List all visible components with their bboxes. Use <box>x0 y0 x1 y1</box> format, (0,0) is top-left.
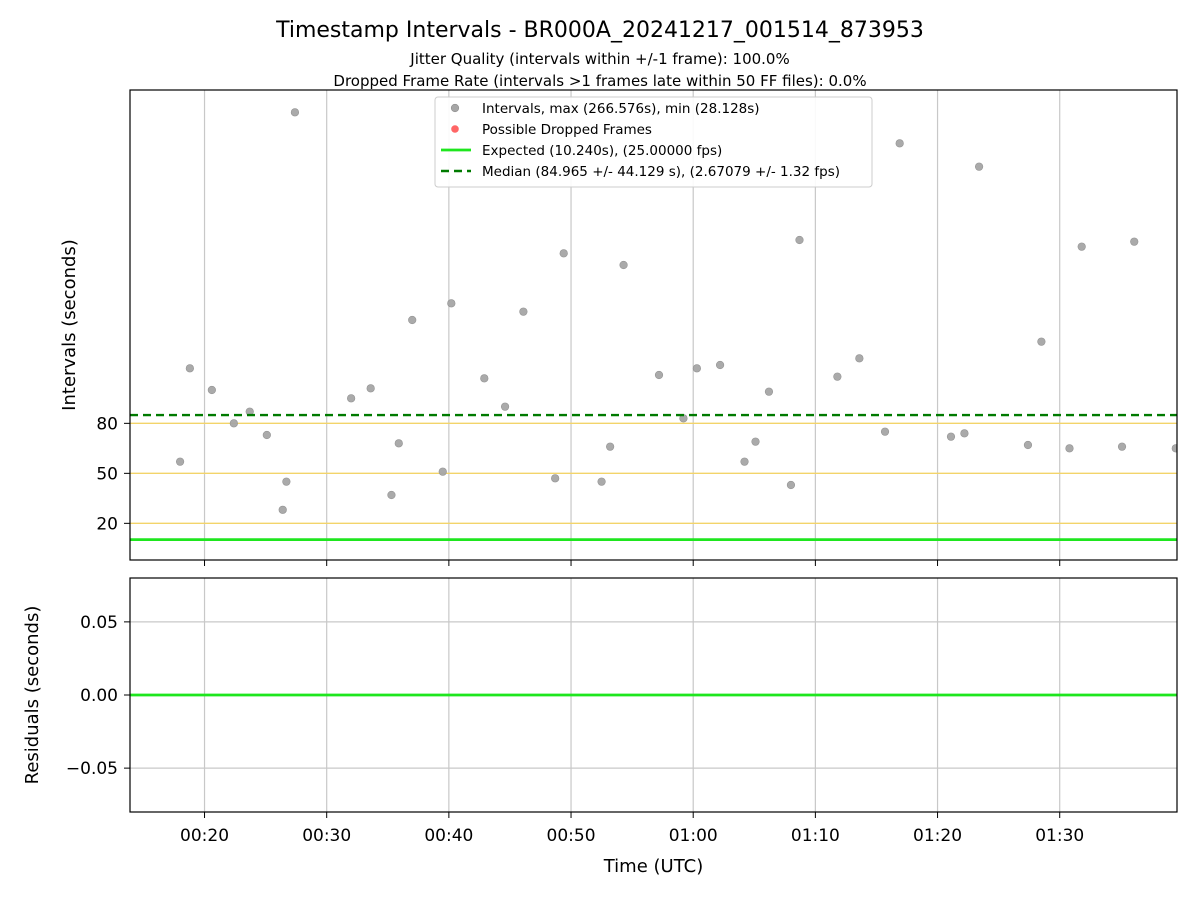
top-ytick-label: 50 <box>96 464 118 484</box>
interval-point <box>606 442 615 451</box>
chart-subtitle-jitter: Jitter Quality (intervals within +/-1 fr… <box>409 50 789 68</box>
interval-point <box>366 384 375 393</box>
interval-point <box>974 162 984 171</box>
chart-subtitle-dropped: Dropped Frame Rate (intervals >1 frames … <box>333 72 866 90</box>
xtick-label: 01:10 <box>791 826 840 846</box>
legend-marker-intervals <box>450 103 460 113</box>
xtick-label: 01:30 <box>1035 826 1084 846</box>
interval-point <box>175 457 185 466</box>
interval-point <box>960 429 969 438</box>
interval-point <box>1077 242 1086 251</box>
interval-point <box>278 505 287 514</box>
interval-point <box>551 474 560 483</box>
interval-point <box>654 370 664 380</box>
interval-point <box>946 432 956 441</box>
interval-point <box>597 477 606 486</box>
interval-point <box>1065 444 1074 453</box>
xtick-label: 01:20 <box>913 826 962 846</box>
chart-title: Timestamp Intervals - BR000A_20241217_00… <box>275 18 924 43</box>
interval-point <box>1171 444 1177 453</box>
interval-point <box>619 260 628 270</box>
interval-point <box>751 437 760 446</box>
legend-box <box>434 96 873 188</box>
xtick-label: 01:00 <box>669 826 718 846</box>
legend: Intervals, max (266.576s), min (28.128s)… <box>434 96 873 188</box>
legend-entry: Median (84.965 +/- 44.129 s), (2.67079 +… <box>482 164 840 180</box>
xtick-label: 00:20 <box>180 826 229 846</box>
interval-point <box>438 467 447 476</box>
legend-entry: Possible Dropped Frames <box>482 122 652 138</box>
legend-entry: Intervals, max (266.576s), min (28.128s) <box>482 101 760 117</box>
interval-point <box>519 307 528 316</box>
intervals-panel: 20 50 80 Intervals (seconds) Intervals, max … <box>59 89 1178 566</box>
interval-point <box>387 490 396 500</box>
interval-point <box>1037 337 1046 346</box>
interval-point <box>480 374 489 383</box>
bottom-xlabel: Time (UTC) <box>603 856 704 877</box>
interval-point <box>833 372 842 381</box>
interval-point <box>786 480 796 490</box>
interval-point <box>394 439 403 448</box>
interval-point <box>740 457 749 466</box>
interval-point <box>880 427 890 436</box>
bottom-ytick-label: 0.05 <box>80 613 118 633</box>
top-ytick-label: 20 <box>96 514 118 534</box>
top-ylabel: Intervals (seconds) <box>59 239 80 411</box>
interval-point <box>290 108 300 117</box>
interval-point <box>1117 442 1127 451</box>
interval-point <box>855 354 864 363</box>
interval-point <box>692 364 701 373</box>
residuals-panel: 0.05 0.00 −0.05 00:20 00:30 00:40 00:50 01:00 01… <box>22 577 1178 877</box>
interval-point <box>764 387 774 396</box>
top-ytick-label: 80 <box>96 414 118 434</box>
interval-point <box>229 419 238 428</box>
interval-point <box>347 394 356 403</box>
interval-point <box>185 364 194 373</box>
interval-point <box>1130 237 1139 246</box>
xtick-label: 00:30 <box>302 826 351 846</box>
bottom-ylabel: Residuals (seconds) <box>22 606 43 785</box>
legend-entry: Expected (10.240s), (25.00000 fps) <box>482 143 722 159</box>
top-axes-frame <box>129 89 1178 561</box>
legend-marker-dropped <box>451 125 459 133</box>
interval-point <box>447 299 456 308</box>
interval-point <box>207 385 216 395</box>
xtick-label: 00:40 <box>424 826 473 846</box>
interval-point <box>559 249 568 258</box>
interval-point <box>895 139 904 148</box>
interval-point <box>500 402 510 411</box>
interval-point <box>715 360 725 370</box>
bottom-ytick-label: −0.05 <box>66 759 118 779</box>
interval-point <box>262 430 271 440</box>
interval-point <box>282 477 291 486</box>
xtick-label: 00:50 <box>547 826 596 846</box>
interval-point <box>408 315 417 325</box>
interval-points <box>175 108 1177 514</box>
bottom-ytick-label: 0.00 <box>80 686 118 706</box>
interval-point <box>1023 440 1033 450</box>
interval-point <box>795 235 804 245</box>
